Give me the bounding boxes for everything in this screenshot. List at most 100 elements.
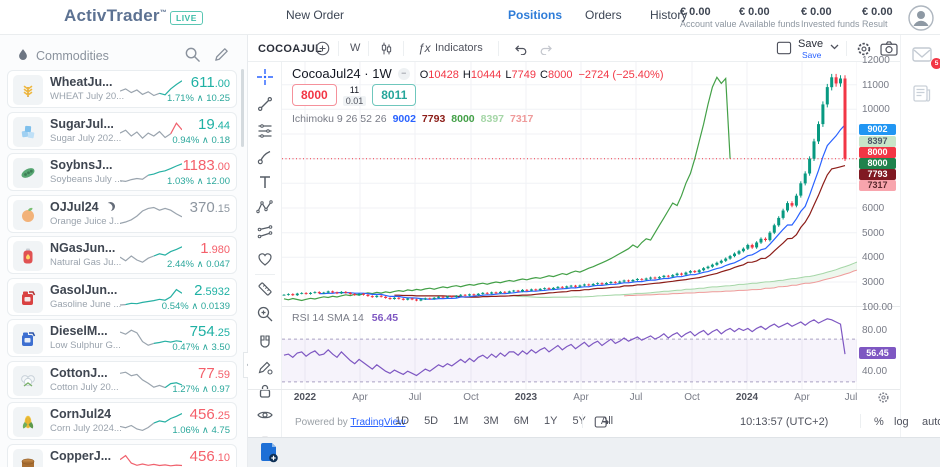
price-tick: 11000: [862, 79, 890, 91]
new-order-icon[interactable]: [260, 442, 279, 463]
pane-divider[interactable]: [282, 306, 900, 307]
range-5d[interactable]: 5D: [424, 415, 439, 427]
indicators-button[interactable]: Indicators: [435, 42, 483, 54]
list-item[interactable]: WheatJu... WHEAT July 20... 611.00 1.71% ∧ …: [7, 70, 237, 108]
price-tick: 6000: [862, 203, 885, 214]
icons-heart-icon[interactable]: [256, 250, 274, 268]
instrument-price: 1.980: [200, 240, 230, 257]
list-item[interactable]: NGasJun... Natural Gas Ju... 1.980 2.44% ∧ …: [7, 236, 237, 274]
mail-icon[interactable]: 5: [912, 47, 940, 69]
layout-icon[interactable]: [776, 41, 792, 55]
timeframe-button[interactable]: W: [350, 42, 361, 54]
cotton-icon: [13, 365, 43, 396]
zoom-in-icon[interactable]: [256, 305, 274, 323]
sparkline: [120, 371, 182, 388]
text-tool-icon[interactable]: [256, 173, 274, 191]
list-item[interactable]: CopperJ... 456.10: [7, 443, 237, 467]
lock-all-icon[interactable]: [256, 382, 274, 400]
range-3m[interactable]: 3M: [483, 415, 499, 427]
percent-scale-toggle[interactable]: %: [874, 416, 884, 428]
soybean-icon: [13, 158, 43, 188]
range-1m[interactable]: 1M: [453, 415, 469, 427]
rsi-legend[interactable]: RSI 14 SMA 14 56.45: [292, 312, 398, 324]
collapse-legend-icon[interactable]: −: [397, 68, 410, 80]
trend-line-icon[interactable]: [256, 95, 274, 113]
chart-legend: CocoaJul24 · 1W − O10428 H10444 L7749 C8000 −2…: [292, 66, 663, 81]
measure-ruler-icon[interactable]: [256, 280, 274, 298]
save-button[interactable]: Save: [798, 38, 824, 50]
hide-all-eye-icon[interactable]: [256, 406, 274, 424]
range-5y[interactable]: 5Y: [572, 415, 586, 427]
undo-icon[interactable]: [512, 42, 528, 55]
rsi-pane[interactable]: [282, 307, 857, 390]
instrument-price: 456.10: [189, 447, 230, 465]
powered-by: Powered by TradingView: [295, 417, 406, 428]
range-1y[interactable]: 1Y: [543, 415, 558, 427]
ohlc-val: 10428: [428, 69, 459, 81]
symbol-label[interactable]: COCOAJUL: [258, 43, 323, 55]
axis-settings-gear-icon[interactable]: [877, 391, 890, 404]
crosshair-icon[interactable]: [256, 68, 274, 86]
list-item[interactable]: GasolJun... Gasoline June ... 2.5932 0.54% …: [7, 277, 237, 316]
search-icon[interactable]: [184, 46, 201, 63]
sell-button[interactable]: 8000: [292, 84, 337, 106]
save-status: Save: [802, 50, 822, 60]
instrument-price: 611.00: [190, 74, 230, 91]
ohlc-values: O10428 H10444 L7749 C8000: [420, 69, 577, 81]
instrument-name: CopperJ...: [50, 448, 112, 463]
fib-lines-icon[interactable]: [256, 122, 274, 140]
clock[interactable]: 10:13:57 (UTC+2): [740, 416, 829, 428]
list-item[interactable]: CornJul24 Corn July 2024... 456.25 1.06% ∧ …: [7, 402, 237, 440]
instrument-description: Cotton July 20...: [50, 381, 119, 393]
new-order-button[interactable]: New Order: [286, 8, 345, 22]
tab-history[interactable]: History: [650, 8, 688, 22]
ichimoku-legend[interactable]: Ichimoku 9 26 52 26 9002 7793 8000 8397 7317: [292, 113, 533, 125]
time-axis-border: [248, 389, 900, 390]
drawing-mode-icon[interactable]: [256, 358, 274, 376]
chart-style-icon[interactable]: [379, 41, 394, 56]
list-item[interactable]: SugarJul... Sugar July 202... 19.44 0.94% ∧…: [7, 111, 237, 150]
go-to-date-icon[interactable]: [594, 415, 609, 429]
quote-buttons: 8000 11 0.01 8011: [292, 84, 417, 106]
series-title[interactable]: CocoaJul24 · 1W: [292, 66, 392, 81]
instrument-name: OJJul24: [50, 200, 115, 214]
price-chart[interactable]: [282, 62, 857, 307]
compare-add-icon[interactable]: [315, 41, 330, 56]
time-tick: Oct: [463, 392, 479, 403]
account-stat: € 0.00 Account value: [680, 6, 737, 29]
tab-positions[interactable]: Positions: [508, 8, 563, 22]
price-badge: 8000: [859, 158, 896, 169]
droplet-icon: [19, 49, 27, 61]
price-badge: 8397: [859, 135, 896, 147]
auto-scale-toggle[interactable]: auto: [922, 416, 940, 428]
watchlist-scrollbar[interactable]: [241, 69, 244, 147]
log-scale-toggle[interactable]: log: [894, 416, 909, 428]
list-item[interactable]: CottonJ... Cotton July 20... 77.59 1.27% ∧ …: [7, 360, 237, 399]
xabcd-pattern-icon[interactable]: [256, 198, 274, 216]
projection-icon[interactable]: [256, 224, 274, 242]
instrument-change: 0.47% ∧ 3.50: [172, 342, 230, 353]
tab-orders[interactable]: Orders: [585, 8, 622, 22]
news-icon[interactable]: [913, 85, 931, 102]
list-item[interactable]: DieselM... Low Sulphur G... 754.25 0.47% ∧ …: [7, 319, 237, 357]
list-item[interactable]: SoybnsJ... Soybeans July ... 1183.00 1.03% …: [7, 153, 237, 191]
ichimoku-value: 7317: [510, 113, 534, 125]
settings-gear-icon[interactable]: [856, 41, 872, 57]
brush-icon[interactable]: [256, 148, 274, 166]
camera-icon[interactable]: [880, 41, 898, 56]
tradingview-link[interactable]: TradingView: [350, 417, 406, 428]
list-item[interactable]: OJJul24 Orange Juice J... 370.15: [7, 194, 237, 233]
range-6m[interactable]: 6M: [513, 415, 529, 427]
edit-pencil-icon[interactable]: [213, 46, 230, 63]
instrument-description: Soybeans July ...: [50, 174, 123, 185]
range-1d[interactable]: 1D: [395, 415, 410, 427]
chevron-down-icon[interactable]: [830, 44, 839, 50]
ohlc-key: C: [540, 69, 548, 81]
redo-icon[interactable]: [539, 42, 555, 55]
gas-icon: [13, 241, 43, 271]
instrument-description: WHEAT July 20...: [50, 91, 125, 102]
avatar[interactable]: [908, 5, 934, 31]
buy-button[interactable]: 8011: [372, 84, 417, 106]
magnet-icon[interactable]: [256, 333, 274, 351]
